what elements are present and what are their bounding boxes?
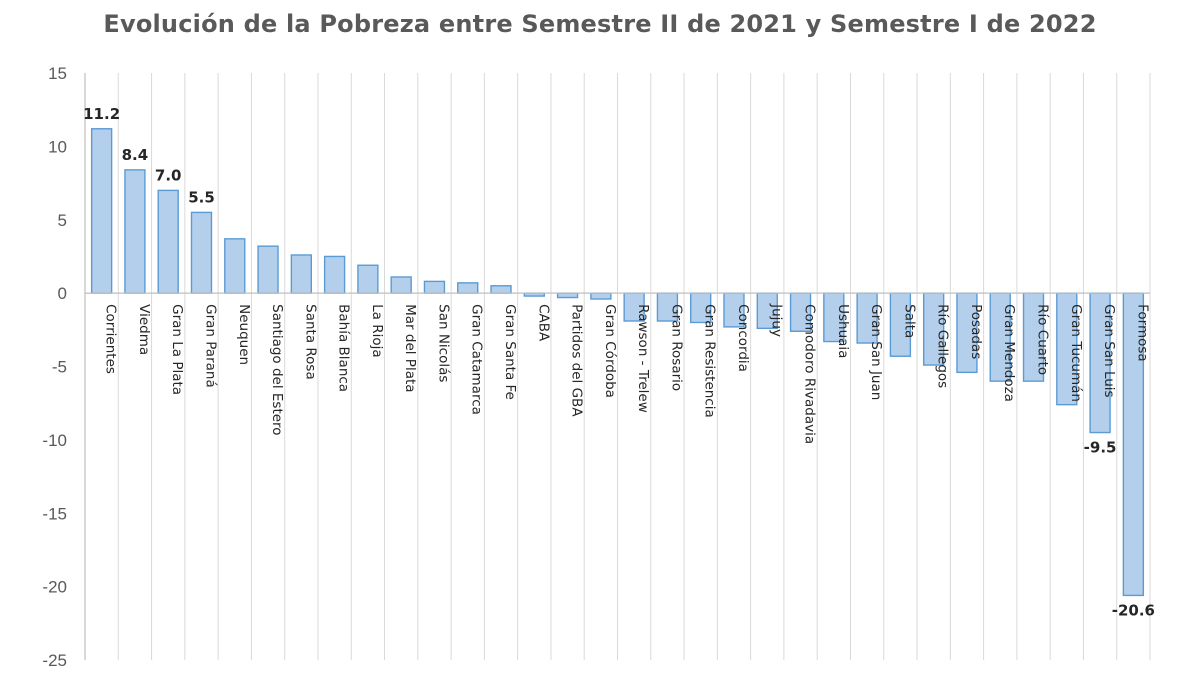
bar (556, 292, 579, 299)
gridlines (84, 73, 1151, 660)
bar (157, 189, 179, 294)
bar (224, 238, 246, 294)
bar (323, 255, 346, 294)
category-label: Comodoro Rivadavia (802, 304, 818, 444)
category-label: Gran Córdoba (602, 304, 618, 398)
y-tick-label: -5 (52, 358, 67, 377)
bar (124, 169, 146, 294)
data-label: 8.4 (122, 146, 149, 164)
category-label: Ushuaia (835, 304, 851, 358)
category-label: Concordia (735, 304, 751, 372)
category-label: Gran Mendoza (1001, 304, 1017, 402)
bar (90, 128, 113, 294)
category-label: Gran Santa Fe (502, 304, 518, 400)
category-label: San Nicolás (435, 304, 451, 382)
category-label: Gran Rosario (668, 304, 684, 391)
category-label: CABA (535, 304, 551, 342)
y-tick-label: 5 (58, 211, 67, 230)
y-tick-label: 10 (48, 137, 67, 156)
data-label: 7.0 (155, 166, 182, 184)
data-label: 11.2 (83, 105, 120, 123)
bar (257, 245, 279, 294)
category-label: Salta (901, 304, 917, 338)
category-label: La Rioja (369, 304, 385, 358)
category-label: Gran Catamarca (469, 304, 485, 415)
category-label: Viedma (136, 304, 152, 355)
category-label: Formosa (1134, 304, 1150, 362)
bar (357, 264, 379, 294)
category-label: Santa Rosa (302, 304, 318, 380)
category-label: Posadas (968, 304, 984, 359)
chart-title: Evolución de la Pobreza entre Semestre I… (103, 10, 1097, 38)
category-label: Corrientes (103, 304, 119, 374)
category-label: Partidos del GBA (569, 304, 585, 417)
bar (590, 292, 612, 300)
category-label: Jujuy (768, 303, 784, 337)
bar (290, 254, 313, 294)
category-label: Río Gallegos (935, 304, 951, 388)
category-label: Gran La Plata (169, 304, 185, 395)
axes (84, 73, 1150, 660)
bar (490, 285, 512, 294)
y-tick-label: -15 (42, 504, 67, 523)
category-label: Gran Resistencia (702, 304, 718, 418)
category-label: Gran San Luis (1101, 304, 1117, 397)
data-label: -20.6 (1112, 601, 1155, 619)
y-tick-label: 15 (48, 64, 67, 83)
data-labels: 11.2 8.4 7.0 5.5 -9.5 -20.6 (83, 105, 1155, 620)
bar (423, 280, 446, 294)
category-label: Bahía Blanca (336, 304, 352, 392)
data-label: 5.5 (188, 188, 215, 206)
y-tick-label: -25 (42, 651, 67, 670)
data-label: -9.5 (1084, 439, 1117, 457)
category-label: Río Cuarto (1035, 304, 1051, 375)
y-tick-labels: 15 10 5 0 -5 -10 -15 -20 -25 (42, 64, 67, 670)
category-label: Neuquen (236, 304, 252, 365)
category-label: Gran San Juan (868, 304, 884, 400)
y-tick-label: -10 (42, 431, 67, 450)
y-tick-label: -20 (42, 578, 67, 597)
category-label: Gran Tucumán (1068, 304, 1084, 402)
bars (90, 128, 1145, 597)
bar (190, 211, 213, 294)
y-tick-label: 0 (58, 284, 67, 303)
bar (390, 276, 412, 294)
bar (457, 282, 479, 294)
category-label: Gran Paraná (202, 304, 218, 388)
category-labels: Corrientes Viedma Gran La Plata Gran Paraná… (103, 303, 1151, 444)
category-label: Santiago del Estero (269, 304, 285, 435)
category-label: Rawson - Trelew (635, 304, 651, 413)
category-label: Mar del Plata (402, 304, 418, 392)
